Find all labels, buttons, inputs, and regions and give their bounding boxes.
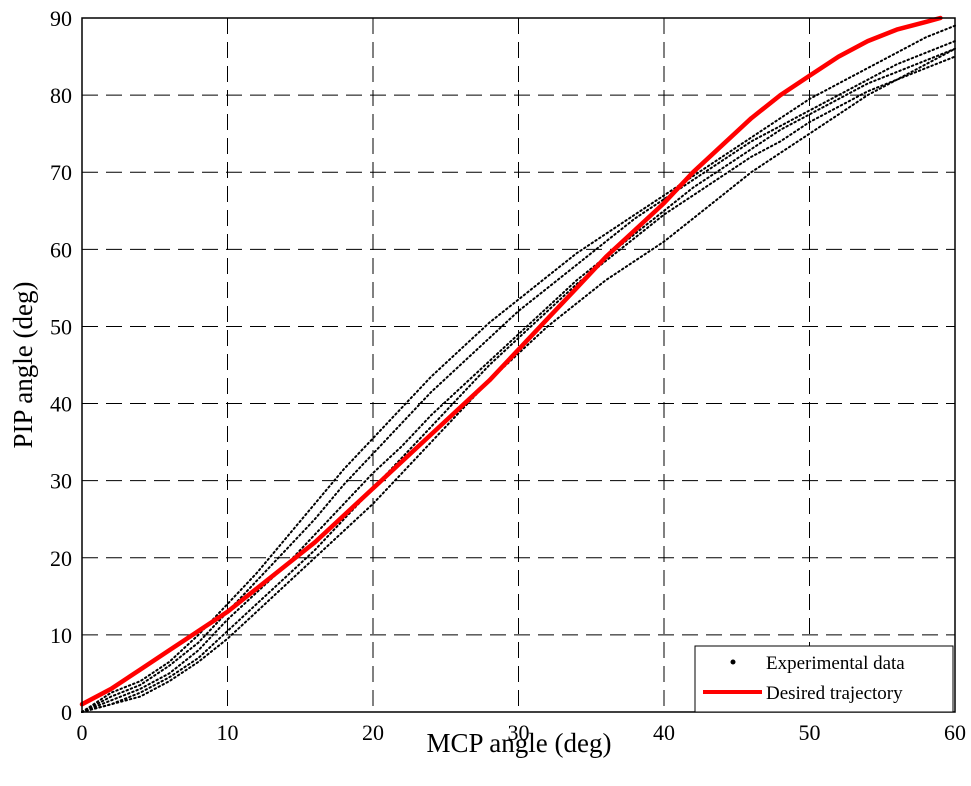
grid [82,18,955,712]
plot-area [79,15,956,713]
y-tick-label: 30 [50,469,72,494]
experimental-trace-5 [81,24,956,713]
y-tick-label: 50 [50,314,72,339]
legend-marker-experimental [730,659,736,665]
x-tick-label: 20 [362,720,384,745]
legend-label-experimental: Experimental data [766,653,905,674]
x-axis-label: MCP angle (deg) [427,728,612,758]
desired-trajectory-line [79,15,943,707]
legend-label-desired: Desired trajectory [766,683,903,704]
y-tick-label: 40 [50,392,72,417]
legend-box [694,645,954,713]
plot-frame [81,17,956,713]
x-axis-ticks: 0 10 20 30 40 50 60 [77,720,967,745]
y-axis-label: PIP angle (deg) [8,282,38,449]
y-tick-label: 20 [50,546,72,571]
experimental-trace-3 [81,40,956,713]
experimental-trace-2 [81,55,956,713]
x-tick-label: 50 [799,720,821,745]
experimental-trace-1 [81,47,956,713]
x-tick-label: 40 [653,720,675,745]
y-tick-label: 10 [50,623,72,648]
y-axis-ticks: 0 10 20 30 40 50 60 70 80 90 [50,6,72,725]
y-tick-label: 80 [50,83,72,108]
x-tick-label: 30 [508,720,530,745]
x-tick-label: 0 [77,720,88,745]
y-tick-label: 70 [50,160,72,185]
y-tick-label: 60 [50,237,72,262]
x-tick-label: 10 [217,720,239,745]
legend: Experimental data Desired trajectory [694,645,954,713]
x-tick-label: 60 [944,720,966,745]
y-tick-label: 0 [61,700,72,725]
y-tick-label: 90 [50,6,72,31]
experimental-trace-4 [81,47,956,713]
